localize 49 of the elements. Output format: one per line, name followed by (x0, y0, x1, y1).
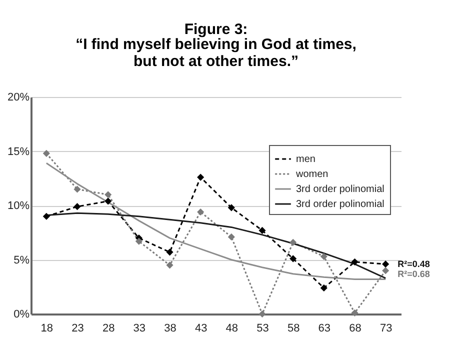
x-tick-label: 33 (133, 322, 146, 334)
point (74, 203, 81, 210)
y-tick-label: 10% (7, 200, 30, 212)
point (197, 208, 204, 216)
point (166, 262, 174, 269)
x-tick-label: 68 (349, 322, 362, 334)
point (42, 150, 50, 157)
chart-subtitle: “I find myself believing in God at times, but not at other times.” (76, 36, 356, 70)
y-tick-label: 20% (7, 92, 30, 104)
legend-label: 3rd order polinomial (296, 184, 384, 195)
annotation: R²=0.68 (398, 268, 430, 279)
x-tick-label: 53 (256, 322, 269, 334)
point (290, 255, 297, 262)
annotation: R²=0.48 (398, 259, 430, 270)
point (166, 248, 174, 256)
x-tick-label: 28 (102, 322, 115, 334)
x-tick-label: 63 (318, 322, 331, 334)
point (197, 174, 204, 181)
x-tick-label: 48 (226, 322, 238, 334)
point (258, 310, 266, 318)
x-tick-label: 18 (40, 322, 54, 334)
point (320, 284, 328, 292)
point (104, 198, 112, 205)
legend-label: women (295, 169, 328, 180)
x-tick-label: 23 (72, 322, 84, 334)
point (320, 252, 328, 260)
y-tick-label: 15% (7, 146, 30, 158)
x-tick-label: 38 (164, 322, 176, 334)
point (228, 233, 235, 240)
chart-title: Figure 3: (184, 21, 248, 38)
y-tick-label: 5% (14, 254, 30, 266)
point (135, 238, 142, 245)
point (104, 191, 112, 198)
legend-label: 3rd order polinomial (296, 199, 384, 210)
point (382, 260, 390, 268)
point (258, 226, 266, 234)
point (290, 238, 297, 246)
point (74, 186, 81, 193)
line-series (46, 162, 386, 280)
point (228, 204, 235, 212)
x-tick-label: 43 (194, 322, 208, 334)
x-tick-label: 58 (287, 322, 300, 334)
x-tick-label: 73 (380, 322, 392, 334)
point (351, 309, 358, 316)
point (42, 212, 50, 220)
point (351, 258, 358, 266)
legend-label: men (296, 154, 316, 165)
point (382, 267, 390, 274)
y-tick-label: 0% (14, 308, 30, 320)
